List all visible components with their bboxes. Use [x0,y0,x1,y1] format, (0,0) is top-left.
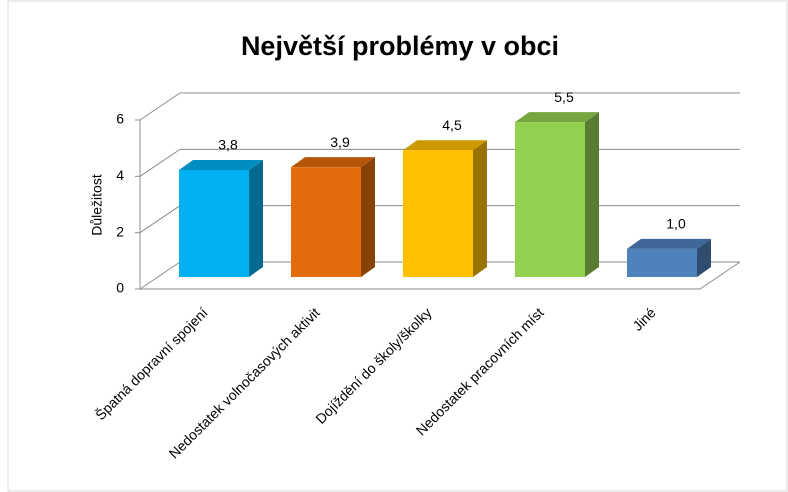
x-tick-label: Nedostatek pracovních míst [413,304,547,438]
bar-side [249,159,263,277]
x-tick-label: Špatná dopravní spojení [92,304,211,423]
bar-side [697,238,711,277]
bar-top [179,159,263,170]
bar [515,122,585,277]
bar [291,167,361,277]
bar-side [473,140,487,277]
data-label: 4,5 [442,117,462,133]
bar [179,169,249,277]
bar-top [291,157,375,168]
bar-side [585,112,599,277]
y-axis-label: Důležitost [89,174,105,236]
data-label: 3,8 [218,137,238,153]
y-tick-label: 2 [116,223,124,239]
chart-title: Největší problémy v obci [241,31,559,61]
chart-frame [7,0,788,492]
floor-edge [140,261,741,290]
grid-line [139,92,740,121]
data-label: 1,0 [666,216,686,232]
bar-top [627,238,711,249]
bar [403,150,473,277]
x-tick-label: Dojíždění do školy/školky [312,304,434,426]
bar-top [403,140,487,151]
y-tick-label: 0 [116,280,124,296]
bar-top [515,112,599,123]
data-label: 3,9 [330,134,350,150]
y-tick-label: 6 [116,111,124,127]
x-tick-label: Jiné [629,304,659,334]
y-tick-label: 4 [116,167,124,183]
data-label: 5,5 [554,89,574,105]
bar [627,248,697,277]
bar-side [361,157,375,277]
